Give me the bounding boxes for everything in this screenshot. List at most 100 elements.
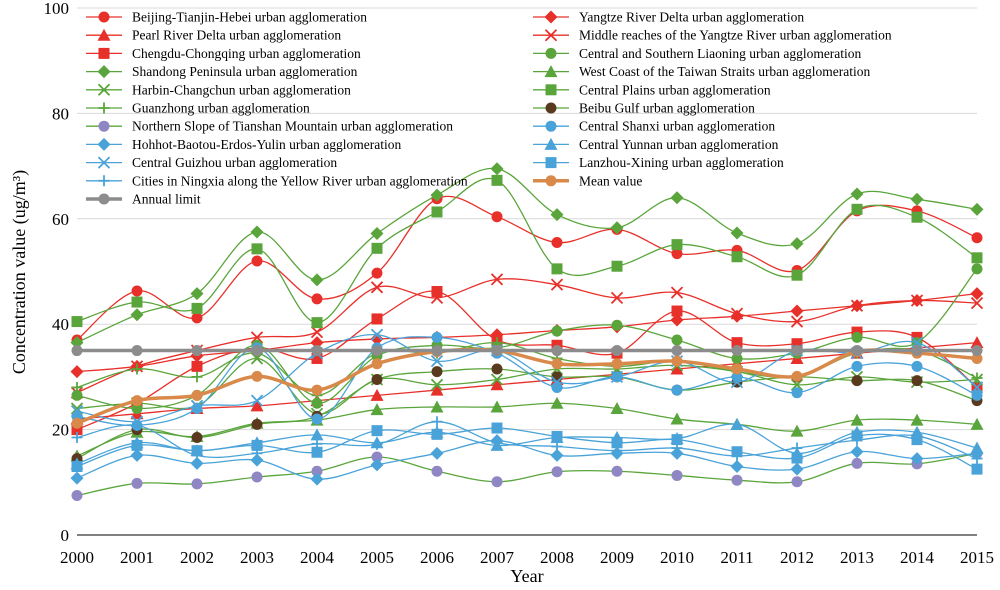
- data-point: [851, 203, 863, 215]
- legend-marker: [97, 28, 111, 41]
- x-tick-label: 2014: [900, 548, 935, 567]
- data-point: [370, 227, 384, 241]
- legend-item: Yangtze River Delta urban agglomeration: [533, 10, 804, 25]
- series-line: [76, 402, 978, 457]
- legend-item: Middle reaches of the Yangtze River urba…: [533, 28, 892, 43]
- data-point: [430, 446, 444, 460]
- data-point: [491, 174, 503, 186]
- legend-marker: [545, 175, 557, 187]
- data-point: [851, 360, 863, 372]
- data-point: [490, 273, 504, 286]
- data-point: [431, 428, 443, 440]
- data-point: [431, 331, 443, 343]
- data-point: [551, 345, 563, 357]
- data-point: [550, 208, 564, 222]
- legend-label: Pearl River Delta urban agglomeration: [132, 28, 341, 43]
- data-point: [130, 448, 144, 462]
- series-line: [76, 421, 978, 460]
- data-point: [971, 252, 983, 264]
- legend-label: Beibu Gulf urban agglomeration: [579, 101, 755, 116]
- series-line: [76, 452, 978, 497]
- series-12: [71, 447, 983, 501]
- legend-marker: [97, 83, 111, 96]
- data-point: [671, 469, 683, 481]
- data-point: [551, 263, 563, 275]
- series-line: [76, 177, 978, 324]
- data-point: [70, 365, 84, 379]
- data-point: [671, 305, 683, 317]
- data-point: [311, 465, 323, 477]
- data-point: [431, 345, 443, 357]
- data-point: [250, 394, 264, 407]
- series-line: [76, 278, 978, 394]
- data-point: [251, 345, 263, 357]
- data-point: [910, 413, 924, 426]
- data-point: [250, 331, 264, 344]
- data-point: [551, 237, 563, 249]
- data-point: [250, 399, 264, 412]
- legend-item: Central Yunnan urban agglomeration: [533, 137, 779, 152]
- series-18: [71, 416, 983, 465]
- data-point: [910, 294, 924, 307]
- x-tick-label: 2003: [240, 548, 274, 567]
- data-point: [311, 345, 323, 357]
- data-point: [611, 260, 623, 272]
- data-point: [910, 192, 924, 206]
- legend-marker: [98, 47, 110, 59]
- data-point: [610, 291, 624, 304]
- data-point: [371, 358, 383, 370]
- legend-item: Pearl River Delta urban agglomeration: [86, 28, 341, 43]
- legend-label: Northern Slope of Tianshan Mountain urba…: [132, 119, 453, 134]
- data-point: [490, 162, 504, 176]
- data-point: [610, 221, 624, 235]
- series-6: [70, 162, 984, 350]
- data-point: [431, 286, 443, 298]
- legend-marker: [545, 84, 557, 96]
- data-point: [71, 417, 83, 429]
- data-point: [910, 452, 924, 466]
- data-point: [70, 405, 84, 418]
- data-point: [430, 383, 444, 396]
- data-point: [971, 463, 983, 475]
- data-point: [971, 453, 983, 465]
- data-point: [791, 338, 803, 350]
- data-point: [671, 239, 683, 251]
- data-point: [371, 374, 383, 386]
- data-point: [670, 313, 684, 327]
- legend-marker: [545, 47, 557, 59]
- series-13: [71, 331, 983, 431]
- data-point: [71, 345, 83, 357]
- legend-label: Hohhot-Baotou-Erdos-Yulin urban agglomer…: [132, 137, 401, 152]
- series-9: [71, 174, 983, 329]
- data-point: [730, 459, 744, 473]
- series-0: [71, 193, 983, 346]
- legend-marker: [98, 11, 110, 23]
- data-point: [71, 316, 83, 328]
- legend-marker: [97, 65, 111, 79]
- x-tick-label: 2006: [420, 548, 454, 567]
- data-point: [371, 451, 383, 463]
- y-tick-labels: 0 20 40 60 80 100: [44, 0, 70, 545]
- legend-item: Central Guizhou urban agglomeration: [86, 155, 337, 170]
- x-tick-label: 2008: [540, 548, 574, 567]
- data-point: [371, 425, 383, 437]
- legend-marker: [97, 156, 111, 169]
- data-point: [491, 476, 503, 488]
- data-point: [70, 336, 84, 350]
- data-point: [911, 375, 923, 387]
- series-line: [76, 167, 978, 344]
- data-point: [251, 471, 263, 483]
- data-point: [791, 452, 803, 464]
- data-point: [910, 336, 924, 349]
- legend-marker: [545, 120, 557, 132]
- data-point: [971, 263, 983, 275]
- data-point: [970, 417, 984, 430]
- data-point: [790, 237, 804, 251]
- series-line: [76, 357, 978, 415]
- data-point: [970, 381, 984, 394]
- data-point: [131, 363, 143, 375]
- legend-label: Shandong Peninsula urban agglomeration: [132, 64, 358, 79]
- legend-marker: [544, 10, 558, 24]
- data-point: [71, 432, 83, 444]
- legend-label: Cities in Ningxia along the Yellow River…: [132, 173, 468, 188]
